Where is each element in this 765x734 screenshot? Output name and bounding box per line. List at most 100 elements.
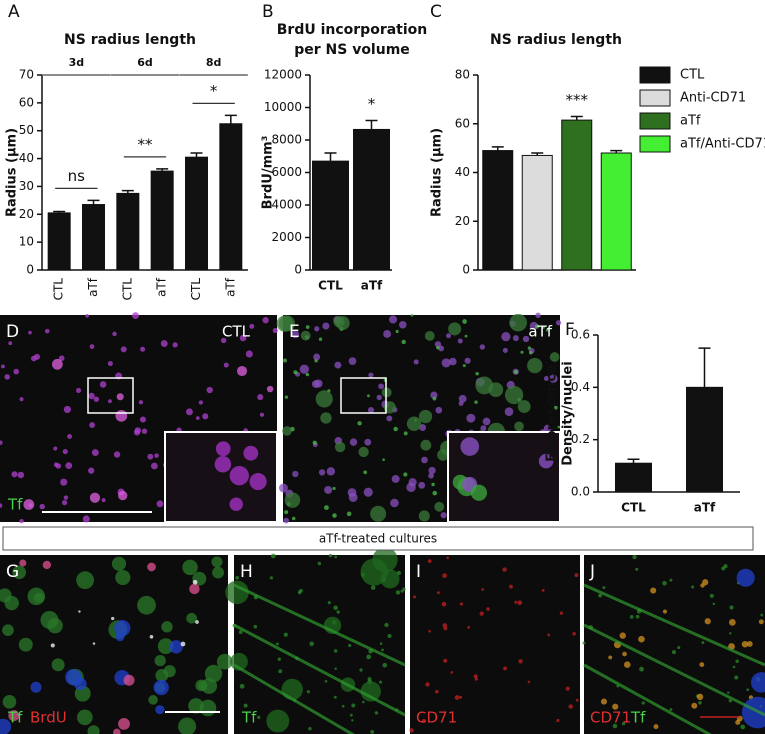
cell bbox=[0, 718, 12, 734]
cell bbox=[501, 332, 511, 342]
cell bbox=[458, 394, 467, 403]
cell bbox=[395, 329, 399, 334]
chart-title: NS radius length bbox=[490, 32, 622, 48]
chart-title: NS radius length bbox=[64, 32, 196, 48]
cell bbox=[436, 346, 440, 350]
cell bbox=[332, 513, 337, 518]
cell bbox=[0, 440, 3, 445]
cell bbox=[450, 671, 454, 674]
cell bbox=[249, 473, 267, 491]
y-axis-label: Radius (µm) bbox=[5, 128, 20, 217]
cell bbox=[641, 701, 645, 705]
cell bbox=[278, 483, 288, 493]
cell bbox=[8, 710, 20, 722]
cell bbox=[432, 490, 438, 496]
cell bbox=[413, 359, 419, 365]
cell bbox=[123, 674, 135, 686]
cell bbox=[195, 416, 200, 420]
cell bbox=[2, 694, 17, 709]
cell bbox=[253, 624, 258, 629]
cell bbox=[239, 683, 245, 689]
cell bbox=[113, 728, 121, 734]
error-bar bbox=[53, 210, 66, 213]
cell bbox=[312, 440, 317, 445]
cell bbox=[467, 625, 471, 629]
cell bbox=[543, 424, 552, 433]
bar bbox=[219, 123, 243, 271]
cell bbox=[311, 380, 320, 388]
legend-swatch bbox=[639, 135, 671, 153]
cell bbox=[266, 709, 290, 733]
cell bbox=[662, 580, 667, 586]
cell bbox=[760, 613, 764, 617]
cell bbox=[402, 587, 406, 591]
cell bbox=[120, 346, 127, 353]
cell bbox=[334, 555, 337, 559]
cell bbox=[409, 728, 414, 733]
cell bbox=[553, 405, 558, 410]
cell bbox=[85, 314, 89, 318]
image-label: Tf bbox=[630, 709, 646, 727]
error-bar bbox=[324, 152, 337, 162]
bar bbox=[482, 150, 514, 271]
cell bbox=[269, 576, 274, 580]
cell bbox=[639, 666, 644, 672]
cell bbox=[180, 641, 186, 647]
cell bbox=[153, 679, 169, 696]
cell bbox=[133, 429, 141, 436]
cell bbox=[520, 350, 524, 354]
cell bbox=[360, 558, 388, 586]
cell bbox=[28, 330, 32, 335]
cell bbox=[430, 391, 438, 399]
cell bbox=[147, 562, 156, 572]
cell bbox=[449, 357, 457, 366]
cell bbox=[486, 607, 490, 611]
cell bbox=[160, 340, 168, 347]
cell bbox=[349, 438, 358, 446]
cell bbox=[292, 470, 299, 478]
cell bbox=[512, 335, 519, 342]
y-tick-label: 0.6 bbox=[571, 328, 590, 342]
x-tick-label: aTf bbox=[361, 279, 383, 293]
cell bbox=[431, 482, 435, 487]
cell bbox=[457, 338, 463, 344]
error-bar bbox=[491, 146, 504, 151]
y-tick-label: 0.2 bbox=[571, 432, 590, 446]
cell bbox=[4, 374, 10, 380]
cell bbox=[709, 593, 714, 598]
cell bbox=[204, 664, 223, 683]
cell bbox=[466, 413, 476, 423]
cell bbox=[383, 330, 392, 338]
bar bbox=[600, 152, 632, 271]
cell bbox=[235, 576, 240, 580]
cell bbox=[728, 699, 732, 703]
cell bbox=[92, 642, 96, 645]
cell bbox=[367, 394, 370, 398]
cell bbox=[459, 602, 463, 606]
error-bar bbox=[156, 168, 169, 172]
panel-letter: C bbox=[430, 2, 442, 22]
cell bbox=[324, 680, 328, 683]
group-label: 3d bbox=[69, 56, 85, 69]
cell bbox=[351, 703, 356, 708]
cell bbox=[425, 682, 430, 687]
cell bbox=[650, 587, 657, 594]
cell bbox=[346, 511, 352, 517]
cell bbox=[740, 724, 746, 730]
cell bbox=[348, 643, 352, 648]
cell bbox=[216, 653, 233, 670]
cell bbox=[572, 632, 576, 636]
cell bbox=[712, 602, 716, 606]
cell bbox=[619, 632, 626, 639]
y-tick-label: 12000 bbox=[264, 68, 302, 82]
cell bbox=[480, 425, 487, 432]
legend-label: Anti-CD71 bbox=[680, 91, 746, 106]
cell bbox=[575, 698, 579, 702]
y-axis-label: Fluorescence bbox=[545, 365, 560, 462]
x-tick-label: aTf bbox=[223, 277, 237, 297]
cell bbox=[382, 458, 385, 462]
cell bbox=[58, 355, 65, 362]
cell bbox=[300, 330, 311, 341]
cell bbox=[132, 312, 139, 320]
significance-label: * bbox=[368, 95, 376, 113]
